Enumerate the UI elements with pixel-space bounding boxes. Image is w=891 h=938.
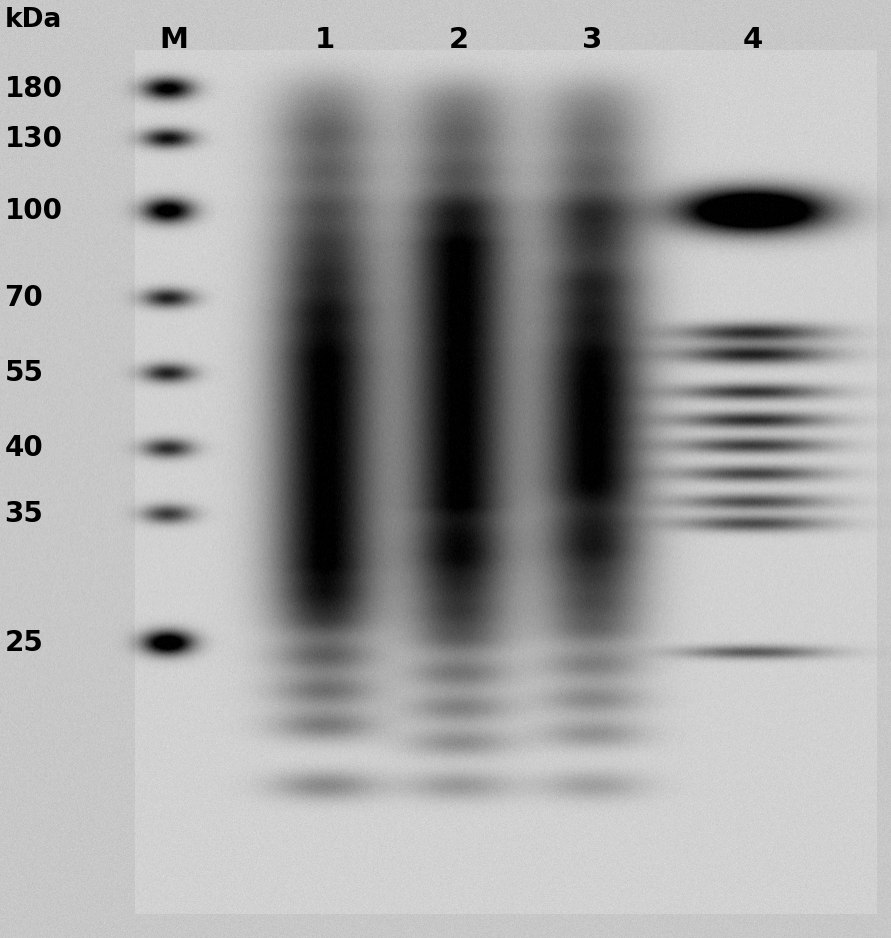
Text: 25: 25 (4, 628, 44, 657)
Text: 2: 2 (449, 26, 469, 54)
Text: 3: 3 (583, 26, 602, 54)
Text: 1: 1 (315, 26, 335, 54)
Text: 70: 70 (4, 284, 43, 312)
Text: 100: 100 (4, 197, 62, 225)
Text: 130: 130 (4, 125, 62, 153)
Text: M: M (159, 26, 188, 54)
Text: 55: 55 (4, 359, 44, 387)
Text: kDa: kDa (4, 7, 61, 33)
Text: 35: 35 (4, 500, 44, 528)
Text: 180: 180 (4, 75, 62, 103)
Text: 4: 4 (743, 26, 763, 54)
Text: 40: 40 (4, 434, 43, 462)
